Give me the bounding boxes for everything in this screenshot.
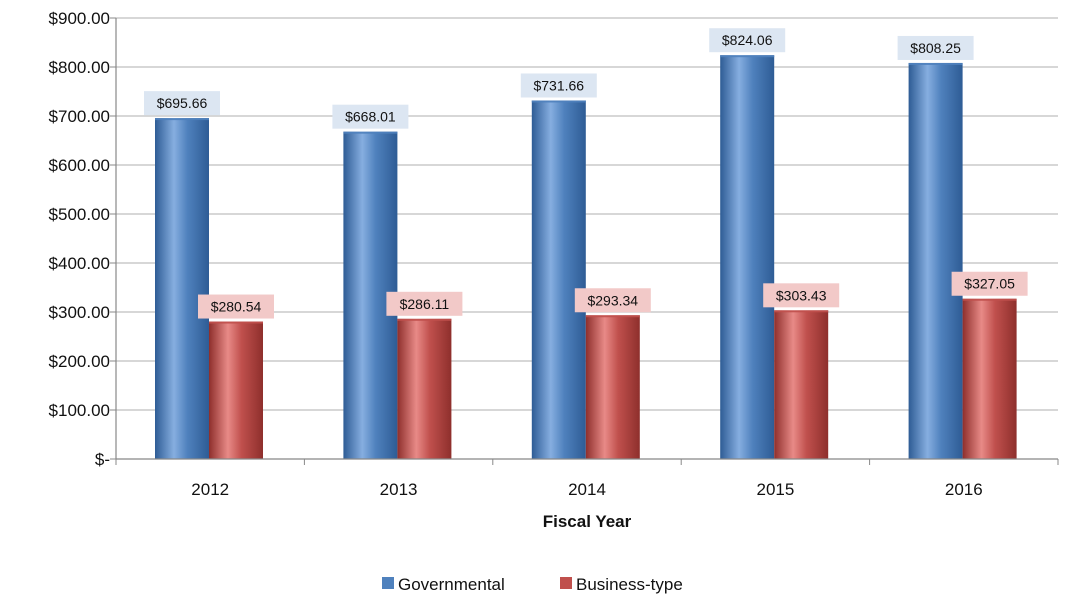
data-label-bg [386, 291, 463, 316]
y-tick-label: $200.00 [49, 352, 110, 371]
data-label-bg [951, 271, 1028, 296]
bar-governmental-2015 [720, 55, 775, 459]
y-tick-label: $300.00 [49, 303, 110, 322]
y-tick-label: $700.00 [49, 107, 110, 126]
data-label: $808.25 [910, 40, 961, 56]
bar-business-type-2016 [962, 298, 1017, 459]
data-label-bg [897, 35, 974, 60]
bar-cap [585, 315, 640, 318]
legend-label: Governmental [398, 575, 505, 594]
y-tick-label: $600.00 [49, 156, 110, 175]
bar-business-type-2012 [209, 321, 263, 459]
legend-swatch [560, 577, 572, 589]
bar-governmental-2014 [531, 100, 586, 459]
bars [155, 55, 1017, 460]
data-label: $731.66 [533, 77, 584, 93]
x-tick-label: 2012 [191, 480, 229, 499]
data-label-bg [144, 91, 220, 116]
legend-label: Business-type [576, 575, 683, 594]
legend: Governmental Business-type [382, 575, 683, 594]
bar-cap [343, 131, 398, 134]
bar-cap [209, 321, 263, 324]
bar-cap [155, 118, 209, 121]
data-label-bg [198, 294, 274, 319]
y-axis: $- $100.00 $200.00 $300.00 $400.00 $500.00 $60… [49, 9, 117, 469]
bar-business-type-2014 [585, 315, 640, 459]
data-labels: $695.66 $280.54 $668.01 $286.11 $731.66 $293.… [144, 28, 1028, 319]
bar-cap [397, 318, 452, 321]
bar-cap [774, 310, 829, 313]
bar-business-type-2015 [774, 310, 829, 459]
bar-governmental-2016 [908, 62, 963, 460]
bar-governmental-2012 [155, 118, 209, 460]
data-label: $668.01 [345, 109, 396, 125]
bar-cap [908, 62, 963, 65]
bar-cap [720, 55, 775, 58]
y-tick-label: $- [95, 450, 110, 469]
y-tick-label: $800.00 [49, 58, 110, 77]
data-label: $327.05 [964, 276, 1015, 292]
y-tick-label: $900.00 [49, 9, 110, 28]
data-label-bg [332, 104, 409, 129]
data-label: $293.34 [587, 292, 638, 308]
bar-cap [962, 298, 1017, 301]
data-label-bg [763, 283, 840, 308]
data-label-bg [709, 28, 786, 53]
data-label-bg [520, 73, 597, 98]
data-label: $695.66 [157, 95, 208, 111]
x-axis: 2012 2013 2014 2015 2016 [115, 458, 1059, 499]
y-tick-label: $500.00 [49, 205, 110, 224]
bar-business-type-2013 [397, 318, 452, 459]
x-tick-label: 2015 [756, 480, 794, 499]
data-label-bg [574, 288, 651, 313]
bar-cap [531, 100, 586, 103]
x-tick-label: 2013 [380, 480, 418, 499]
legend-swatch [382, 577, 394, 589]
x-axis-title: Fiscal Year [543, 512, 632, 531]
y-tick-label: $100.00 [49, 401, 110, 420]
data-label: $303.43 [776, 287, 827, 303]
y-tick-label: $400.00 [49, 254, 110, 273]
x-tick-label: 2014 [568, 480, 606, 499]
data-label: $824.06 [722, 32, 773, 48]
data-label: $286.11 [400, 296, 450, 312]
data-label: $280.54 [211, 299, 262, 315]
x-tick-label: 2016 [945, 480, 983, 499]
